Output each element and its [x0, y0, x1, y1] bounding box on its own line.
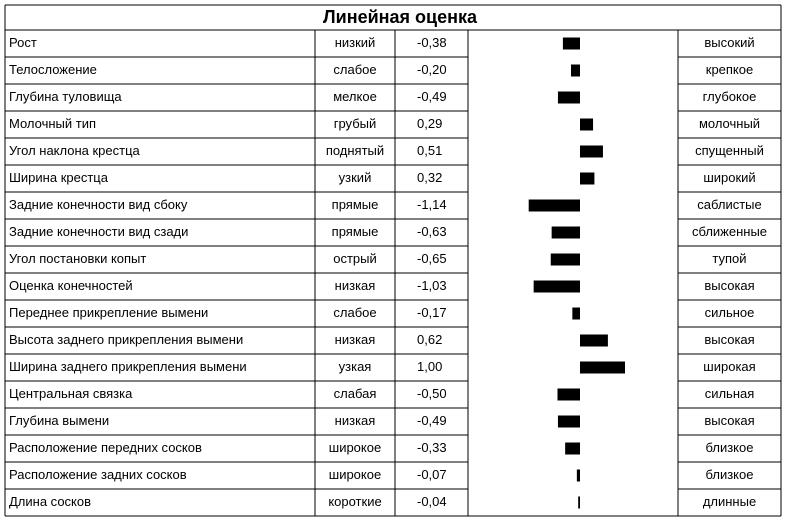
- high-label: длинные: [703, 494, 756, 509]
- high-label: широкая: [703, 359, 755, 374]
- trait-label: Глубина туловища: [9, 89, 122, 104]
- value-label: -0,17: [417, 305, 447, 320]
- high-label: сближенные: [692, 224, 767, 239]
- value-label: 0,62: [417, 332, 442, 347]
- bar: [557, 388, 580, 401]
- value-label: -0,38: [417, 35, 447, 50]
- bar: [580, 145, 603, 158]
- bar: [562, 37, 580, 50]
- bar: [580, 361, 625, 374]
- high-label: близкое: [706, 467, 754, 482]
- bar: [576, 469, 580, 482]
- value-label: -1,03: [417, 278, 447, 293]
- value-label: -0,50: [417, 386, 447, 401]
- trait-label: Ширина крестца: [9, 170, 109, 185]
- trait-label: Переднее прикрепление вымени: [9, 305, 208, 320]
- trait-label: Рост: [9, 35, 37, 50]
- value-label: -0,04: [417, 494, 447, 509]
- value-label: 0,51: [417, 143, 442, 158]
- bar: [580, 334, 608, 347]
- value-label: -0,65: [417, 251, 447, 266]
- high-label: молочный: [699, 116, 760, 131]
- high-label: саблистые: [697, 197, 761, 212]
- trait-label: Телосложение: [9, 62, 97, 77]
- low-label: грубый: [334, 116, 377, 131]
- value-label: -1,14: [417, 197, 447, 212]
- low-label: широкое: [329, 467, 381, 482]
- low-label: слабое: [333, 62, 376, 77]
- bar: [580, 172, 595, 185]
- chart-title: Линейная оценка: [323, 7, 478, 27]
- trait-label: Задние конечности вид сзади: [9, 224, 188, 239]
- high-label: крепкое: [706, 62, 753, 77]
- high-label: широкий: [703, 170, 755, 185]
- trait-label: Длина сосков: [9, 494, 91, 509]
- bar: [578, 496, 580, 509]
- high-label: сильное: [705, 305, 755, 320]
- value-label: -0,33: [417, 440, 447, 455]
- bar: [551, 226, 580, 239]
- trait-label: Расположение задних сосков: [9, 467, 187, 482]
- bar: [557, 91, 580, 104]
- trait-label: Высота заднего прикрепления вымени: [9, 332, 243, 347]
- low-label: слабое: [333, 305, 376, 320]
- bar: [572, 307, 580, 320]
- low-label: низкий: [335, 35, 376, 50]
- high-label: сильная: [705, 386, 755, 401]
- low-label: низкая: [335, 332, 376, 347]
- low-label: широкое: [329, 440, 381, 455]
- trait-label: Центральная связка: [9, 386, 133, 401]
- low-label: острый: [333, 251, 377, 266]
- low-label: низкая: [335, 278, 376, 293]
- low-label: узкая: [339, 359, 372, 374]
- high-label: тупой: [712, 251, 746, 266]
- value-label: 0,32: [417, 170, 442, 185]
- bar: [580, 118, 594, 131]
- bar: [557, 415, 580, 428]
- low-label: прямые: [332, 197, 379, 212]
- bar: [533, 280, 580, 293]
- bar: [571, 64, 580, 77]
- low-label: прямые: [332, 224, 379, 239]
- trait-label: Оценка конечностей: [9, 278, 133, 293]
- trait-label: Глубина вымени: [9, 413, 109, 428]
- low-label: слабая: [334, 386, 377, 401]
- trait-label: Молочный тип: [9, 116, 96, 131]
- low-label: узкий: [339, 170, 372, 185]
- value-label: -0,63: [417, 224, 447, 239]
- high-label: глубокое: [703, 89, 757, 104]
- value-label: -0,49: [417, 413, 447, 428]
- high-label: спущенный: [695, 143, 764, 158]
- low-label: поднятый: [326, 143, 384, 158]
- low-label: короткие: [328, 494, 381, 509]
- high-label: близкое: [706, 440, 754, 455]
- bar: [550, 253, 580, 266]
- value-label: -0,20: [417, 62, 447, 77]
- high-label: высокая: [704, 278, 754, 293]
- value-label: -0,49: [417, 89, 447, 104]
- low-label: мелкое: [333, 89, 377, 104]
- bar: [565, 442, 580, 455]
- trait-label: Расположение передних сосков: [9, 440, 202, 455]
- trait-label: Ширина заднего прикрепления вымени: [9, 359, 247, 374]
- trait-label: Угол наклона крестца: [9, 143, 141, 158]
- high-label: высокий: [704, 35, 754, 50]
- high-label: высокая: [704, 332, 754, 347]
- low-label: низкая: [335, 413, 376, 428]
- bar: [528, 199, 580, 212]
- value-label: 0,29: [417, 116, 442, 131]
- high-label: высокая: [704, 413, 754, 428]
- trait-label: Угол постановки копыт: [9, 251, 146, 266]
- value-label: 1,00: [417, 359, 442, 374]
- value-label: -0,07: [417, 467, 447, 482]
- trait-label: Задние конечности вид сбоку: [9, 197, 188, 212]
